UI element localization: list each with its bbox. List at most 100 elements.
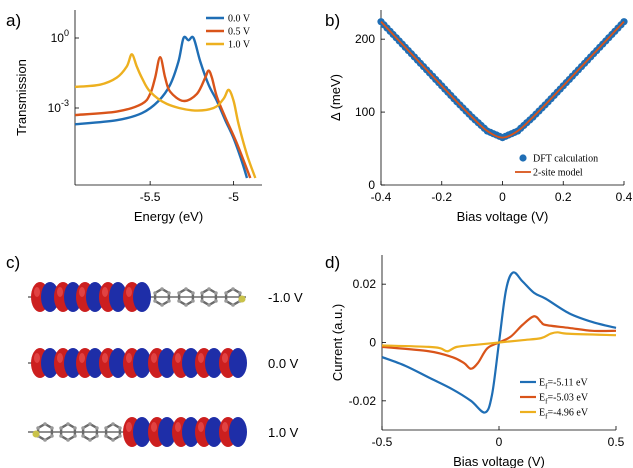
carbon-atom <box>43 422 47 426</box>
orbital-lobe-negative <box>182 417 200 447</box>
panel-d-x-label: Bias voltage (V) <box>453 454 545 468</box>
carbon-atom <box>191 291 195 295</box>
orbital-row: -1.0 V <box>28 282 303 312</box>
panel-d-x-tick-label: 0 <box>496 435 503 449</box>
panel-c-orbitals: -1.0 V 0.0 V 1.0 V <box>28 282 303 447</box>
panel-d-series-line <box>381 315 617 370</box>
panel-d-y-tick-label: -0.02 <box>349 394 377 408</box>
orbital-lobe-negative <box>158 417 176 447</box>
carbon-atom <box>81 434 85 438</box>
orbital-lobe-negative <box>182 348 200 378</box>
carbon-atom <box>43 438 47 442</box>
orbital-lobe-negative <box>229 348 247 378</box>
carbon-atom <box>167 291 171 295</box>
carbon-atom <box>81 426 85 430</box>
panel-d-chart: -0.5 0 0.5 -0.02 0 0.02 Bias voltage (V) Curren… <box>330 255 625 468</box>
carbon-atom <box>73 434 77 438</box>
orbital-lobe-negative <box>205 348 223 378</box>
carbon-atom <box>111 438 115 442</box>
orbital-lobe-negative <box>86 282 104 312</box>
orbital-voltage-label: 0.0 V <box>268 356 299 371</box>
orbital-lobe-negative <box>133 282 151 312</box>
orbital-lobe-negative <box>109 348 127 378</box>
panel-a-legend-label: 1.0 V <box>228 40 251 51</box>
panel-a-y-label: Transmission <box>14 59 29 136</box>
carbon-atom <box>224 299 228 303</box>
carbon-atom <box>153 291 157 295</box>
panel-a-legend-label: 0.5 V <box>228 27 251 38</box>
panel-a-y-tick-label: 10-3 <box>48 98 69 115</box>
panel-d-x-tick-label: -0.5 <box>372 435 393 449</box>
panel-d-letter: d) <box>325 253 340 272</box>
orbital-lobe-negative <box>205 417 223 447</box>
orbital-lobe-negative <box>133 348 151 378</box>
carbon-atom <box>231 303 235 307</box>
panel-b-letter: b) <box>325 11 340 30</box>
carbon-atom <box>118 434 122 438</box>
panel-d-legend-label: Ef=-5.11 eV <box>539 378 588 391</box>
orbital-lobe-negative <box>158 348 176 378</box>
orbital-voltage-label: -1.0 V <box>268 290 303 305</box>
panel-b-model-line <box>380 21 625 139</box>
carbon-atom <box>207 303 211 307</box>
orbital-row: 1.0 V <box>28 417 299 447</box>
carbon-atom <box>177 299 181 303</box>
carbon-atom <box>200 299 204 303</box>
panel-b-legend-label: DFT calculation <box>533 154 598 165</box>
carbon-atom <box>191 299 195 303</box>
carbon-atom <box>184 287 188 291</box>
orbital-lobe-negative <box>109 282 127 312</box>
panel-d-series-line <box>381 331 617 353</box>
carbon-atom <box>177 291 181 295</box>
orbital-lobe-negative <box>133 417 151 447</box>
panel-b-legend-label: 2-site model <box>533 168 583 179</box>
carbon-atom <box>207 287 211 291</box>
panel-a-legend-label: 0.0 V <box>228 14 251 25</box>
panel-b-x-tick-label: -0.4 <box>371 190 392 204</box>
sulfur-atom <box>238 295 246 303</box>
carbon-atom <box>104 434 108 438</box>
carbon-atom <box>238 291 242 295</box>
carbon-atom <box>118 426 122 430</box>
panel-b-x-tick-label: 0.4 <box>616 190 633 204</box>
panel-a-x-label: Energy (eV) <box>134 209 203 224</box>
panel-a-y-tick-label: 100 <box>51 28 69 45</box>
carbon-atom <box>224 291 228 295</box>
panel-d-x-tick-label: 0.5 <box>608 435 625 449</box>
orbital-lobe-negative <box>229 417 247 447</box>
carbon-atom <box>111 422 115 426</box>
panel-b-y-tick-label: 200 <box>355 32 375 46</box>
panel-a-chart: -5.5 -5 100 10-3 Energy (eV) Transmission 0.0 … <box>14 10 262 224</box>
carbon-atom <box>73 426 77 430</box>
panel-a-x-tick-label: -5 <box>228 190 239 204</box>
panel-b-y-label: Δ (meV) <box>328 74 343 121</box>
carbon-atom <box>153 299 157 303</box>
panel-b-x-tick-label: 0.2 <box>555 190 572 204</box>
orbital-row: 0.0 V <box>28 348 299 378</box>
carbon-atom <box>59 434 63 438</box>
carbon-atom <box>88 422 92 426</box>
carbon-atom <box>214 299 218 303</box>
carbon-atom <box>200 291 204 295</box>
carbon-atom <box>160 287 164 291</box>
panel-c-letter: c) <box>6 253 20 272</box>
carbon-atom <box>36 426 40 430</box>
orbital-lobe-negative <box>41 348 59 378</box>
panel-b-dft-markers <box>377 18 628 142</box>
panel-d-legend-label: Ef=-5.03 eV <box>539 393 589 406</box>
panel-d-y-label: Current (a.u.) <box>330 304 345 381</box>
panel-a-series-line <box>75 53 257 179</box>
panel-b-y-tick-label: 0 <box>368 178 375 192</box>
panel-b-x-tick-label: 0 <box>499 190 506 204</box>
orbital-voltage-label: 1.0 V <box>268 425 299 440</box>
panel-d-legend-label: Ef=-4.96 eV <box>539 408 589 421</box>
panel-b-x-label: Bias voltage (V) <box>457 209 549 224</box>
panel-b-x-tick-label: -0.2 <box>431 190 452 204</box>
orbital-lobe-negative <box>86 348 104 378</box>
carbon-atom <box>66 422 70 426</box>
carbon-atom <box>50 434 54 438</box>
panel-b-y-tick-label: 100 <box>355 105 375 119</box>
carbon-atom <box>184 303 188 307</box>
panel-b-legend-marker <box>519 154 527 162</box>
